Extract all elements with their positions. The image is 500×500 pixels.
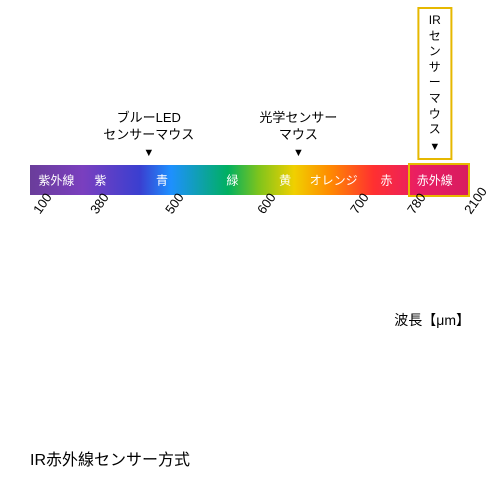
caption: IR赤外線センサー方式	[30, 446, 190, 470]
wavelength-ticks: 1003805006007007802100	[30, 200, 470, 250]
callout-ir-highlighted: IRセンサー マウス ▼	[417, 7, 452, 160]
band-label: 緑	[226, 172, 238, 189]
callout-text: IRセンサー	[427, 13, 442, 91]
band-label: 紫	[94, 172, 106, 189]
band-label: 紫外線	[38, 172, 74, 189]
band-label: オレンジ	[310, 172, 358, 189]
callout-text: マウス	[259, 127, 337, 144]
callout-blueled: ブルーLED センサーマウス ▼	[103, 110, 194, 160]
callout-text: マウス	[427, 91, 442, 138]
band-label: 黄	[279, 172, 291, 189]
callout-text: ブルーLED	[103, 110, 194, 127]
band-labels: 紫外線紫青緑黄オレンジ赤赤外線	[30, 165, 470, 195]
band-label: 青	[156, 172, 168, 189]
unit-label: 波長【μm】	[394, 310, 470, 330]
down-arrow-icon: ▼	[259, 146, 337, 160]
band-label: 赤	[380, 172, 392, 189]
callout-text: センサーマウス	[103, 127, 194, 144]
down-arrow-icon: ▼	[427, 140, 442, 154]
down-arrow-icon: ▼	[103, 146, 194, 160]
callouts-row: ブルーLED センサーマウス ▼ 光学センサー マウス ▼ IRセンサー マウス…	[30, 85, 470, 160]
callout-text: 光学センサー	[259, 110, 337, 127]
spectrum-bar: 紫外線紫青緑黄オレンジ赤赤外線	[30, 165, 470, 195]
callout-optical: 光学センサー マウス ▼	[259, 110, 337, 160]
